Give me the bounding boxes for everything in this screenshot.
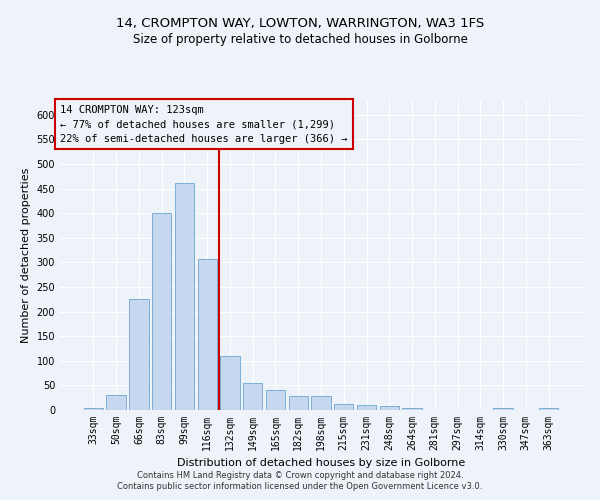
Bar	[357, 405, 376, 410]
Bar	[197, 259, 217, 410]
Bar	[84, 408, 103, 410]
Bar	[493, 408, 513, 410]
Bar	[175, 182, 194, 410]
Bar	[106, 395, 126, 410]
Bar	[311, 396, 331, 410]
Bar	[403, 408, 422, 410]
X-axis label: Distribution of detached houses by size in Golborne: Distribution of detached houses by size …	[177, 458, 465, 468]
Bar	[289, 396, 308, 410]
Bar	[334, 404, 353, 410]
Text: Size of property relative to detached houses in Golborne: Size of property relative to detached ho…	[133, 32, 467, 46]
Text: Contains public sector information licensed under the Open Government Licence v3: Contains public sector information licen…	[118, 482, 482, 491]
Bar	[129, 300, 149, 410]
Text: Contains HM Land Registry data © Crown copyright and database right 2024.: Contains HM Land Registry data © Crown c…	[137, 471, 463, 480]
Y-axis label: Number of detached properties: Number of detached properties	[21, 168, 31, 342]
Bar	[380, 406, 399, 410]
Bar	[243, 383, 262, 410]
Text: 14, CROMPTON WAY, LOWTON, WARRINGTON, WA3 1FS: 14, CROMPTON WAY, LOWTON, WARRINGTON, WA…	[116, 18, 484, 30]
Bar	[266, 390, 285, 410]
Text: 14 CROMPTON WAY: 123sqm
← 77% of detached houses are smaller (1,299)
22% of semi: 14 CROMPTON WAY: 123sqm ← 77% of detache…	[60, 104, 347, 144]
Bar	[539, 408, 558, 410]
Bar	[152, 213, 172, 410]
Bar	[220, 356, 239, 410]
